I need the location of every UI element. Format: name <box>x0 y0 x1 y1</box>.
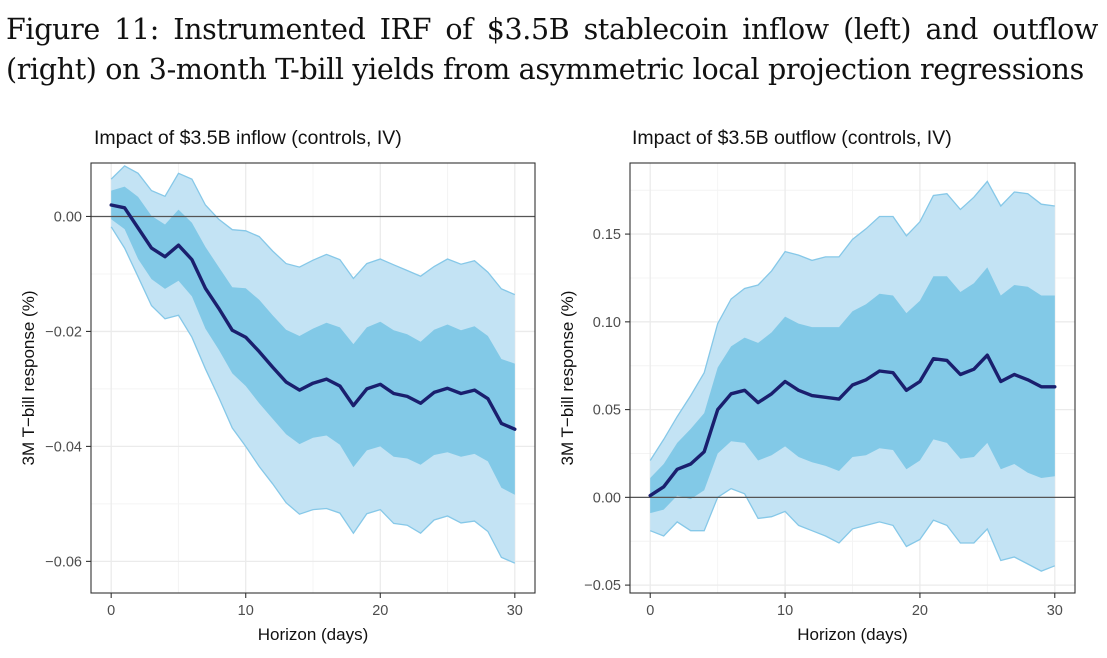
x-tick-label: 30 <box>1047 603 1063 619</box>
y-tick-label: 0.00 <box>54 209 82 225</box>
axes: 0 10 20 30 −0.06 −0.04 −0.02 0.00 <box>45 209 523 619</box>
plot-area <box>91 165 535 564</box>
plot-area <box>630 180 1075 572</box>
x-tick-label: 0 <box>107 603 115 619</box>
inner-confidence-band <box>650 267 1055 514</box>
inner-confidence-band <box>111 186 515 495</box>
y-tick-label: 0.10 <box>593 315 621 331</box>
plot-border <box>629 162 1076 594</box>
figure-caption: Figure 11: Instrumented IRF of $3.5B sta… <box>6 13 1098 86</box>
x-tick-label: 20 <box>912 603 928 619</box>
y-axis-label: 3M T−bill response (%) <box>558 291 577 466</box>
plot-border <box>90 162 536 594</box>
y-tick-label: −0.06 <box>45 554 82 570</box>
y-axis-label: 3M T−bill response (%) <box>19 291 38 466</box>
x-axis-label: Horizon (days) <box>258 625 369 644</box>
x-tick-label: 10 <box>777 603 793 619</box>
outer-band-lower-edge <box>110 226 516 564</box>
x-tick-label: 20 <box>372 603 388 619</box>
x-tick-label: 0 <box>646 603 654 619</box>
y-tick-label: 0.15 <box>593 227 621 243</box>
x-tick-label: 10 <box>238 603 254 619</box>
outer-band-upper-edge <box>110 165 516 296</box>
y-tick-label: −0.04 <box>45 439 82 455</box>
outflow-irf-panel: Impact of $3.5B outflow (controls, IV) 0 1… <box>558 127 1076 644</box>
chart-title: Impact of $3.5B outflow (controls, IV) <box>632 127 952 149</box>
inflow-irf-panel: Impact of $3.5B inflow (controls, IV) 0 10… <box>19 127 536 644</box>
irf-estimate-line <box>109 203 517 431</box>
axes: 0 10 20 30 −0.05 0.00 0.05 0.10 0.15 <box>584 227 1063 619</box>
irf-estimate-line <box>648 353 1057 498</box>
x-tick-label: 30 <box>507 603 523 619</box>
y-tick-label: −0.02 <box>45 324 82 340</box>
outer-band-upper-edge <box>649 180 1055 461</box>
x-axis-label: Horizon (days) <box>797 625 908 644</box>
y-tick-label: 0.05 <box>593 403 621 419</box>
chart-title: Impact of $3.5B inflow (controls, IV) <box>94 127 402 149</box>
y-tick-label: −0.05 <box>584 578 621 594</box>
y-tick-label: 0.00 <box>593 490 621 506</box>
